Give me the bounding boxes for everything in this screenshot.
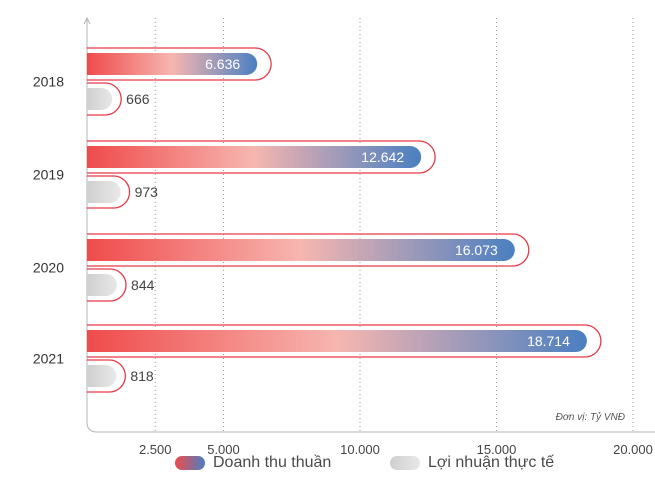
x-tick-label-2: 10.000 — [340, 442, 380, 457]
profit-bar-outline-2018 — [87, 82, 122, 116]
revenue-value-label-2019: 12.642 — [361, 149, 404, 165]
x-tick-label-4: 20.000 — [613, 442, 653, 457]
profit-bar-outline-2021 — [87, 359, 126, 393]
legend-label-profit: Lợi nhuận thực tế — [428, 454, 555, 471]
revenue-value-label-2018: 6.636 — [205, 56, 240, 72]
y-category-label-2018: 2018 — [33, 74, 64, 90]
profit-value-label-2018: 666 — [126, 91, 150, 107]
unit-note: Đơn vị: Tỷ VNĐ — [555, 412, 625, 423]
profit-bar-outline-2020 — [87, 268, 127, 302]
profit-bar-2021 — [87, 365, 117, 387]
x-tick-label-0: 2.500 — [139, 442, 172, 457]
revenue-value-label-2020: 16.073 — [455, 242, 498, 258]
legend: Doanh thu thuần Lợi nhuận thực tế — [0, 454, 655, 478]
legend-label-revenue: Doanh thu thuần — [213, 454, 332, 471]
revenue-bar-outline-2021 — [87, 324, 602, 358]
revenue-bar-2021 — [87, 330, 587, 352]
revenue-bar-2019 — [87, 146, 422, 168]
profit-bar-2019 — [87, 181, 121, 203]
legend-item-revenue: Doanh thu thuần — [175, 454, 331, 472]
revenue-bar-2018 — [87, 53, 258, 75]
x-axis-line — [86, 421, 655, 433]
profit-value-label-2021: 818 — [130, 368, 154, 384]
legend-swatch-profit — [390, 456, 420, 470]
revenue-bar-outline-2019 — [87, 140, 436, 174]
profit-value-label-2019: 973 — [135, 184, 159, 200]
x-tick-label-3: 15.000 — [477, 442, 517, 457]
revenue-bar-outline-2018 — [87, 47, 272, 81]
revenue-value-label-2021: 18.714 — [527, 333, 570, 349]
x-tick-label-1: 5.000 — [207, 442, 240, 457]
y-category-label-2021: 2021 — [33, 351, 64, 367]
legend-swatch-revenue — [175, 456, 205, 470]
profit-value-label-2020: 844 — [131, 277, 155, 293]
profit-bar-outline-2019 — [87, 175, 131, 209]
y-category-label-2019: 2019 — [33, 167, 64, 183]
profit-bar-2018 — [87, 88, 113, 110]
revenue-bar-2020 — [87, 239, 515, 261]
y-axis-arrow — [83, 16, 91, 25]
legend-item-profit: Lợi nhuận thực tế — [390, 454, 554, 472]
revenue-bar-outline-2020 — [87, 233, 530, 267]
profit-bar-2020 — [87, 274, 118, 296]
y-category-label-2020: 2020 — [33, 260, 64, 276]
